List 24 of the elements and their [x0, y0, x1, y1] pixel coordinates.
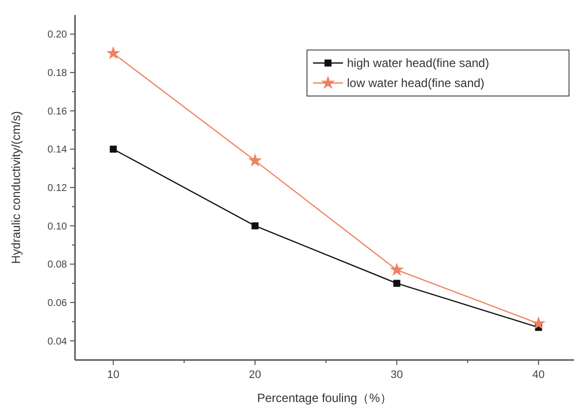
legend-label: high water head(fine sand)	[347, 56, 490, 70]
y-axis-title: Hydraulic conductivity/(cm/s)	[9, 111, 23, 264]
x-tick-label: 40	[532, 369, 545, 381]
point	[106, 46, 120, 60]
x-tick-label: 20	[248, 369, 262, 381]
x-tick-label: 30	[390, 369, 403, 381]
point	[248, 153, 262, 167]
point	[110, 146, 117, 153]
y-tick-label: 0.06	[48, 298, 68, 309]
y-tick-label: 0.18	[48, 68, 68, 79]
y-tick-label: 0.16	[48, 106, 68, 118]
y-tick-label: 0.12	[48, 183, 68, 194]
y-tick-label: 0.10	[48, 221, 68, 232]
y-tick-label: 0.08	[48, 260, 68, 271]
x-axis-title: Percentage fouling（%）	[257, 391, 392, 405]
point	[393, 280, 400, 287]
legend-label: low water head(fine sand)	[347, 76, 484, 90]
x-tick-label: 10	[107, 369, 120, 381]
point	[252, 222, 259, 230]
point	[390, 262, 404, 276]
y-tick-label: 0.14	[48, 144, 68, 156]
point	[532, 316, 546, 330]
y-tick-label: 0.04	[48, 336, 68, 348]
y-tick-label: 0.20	[48, 30, 68, 41]
